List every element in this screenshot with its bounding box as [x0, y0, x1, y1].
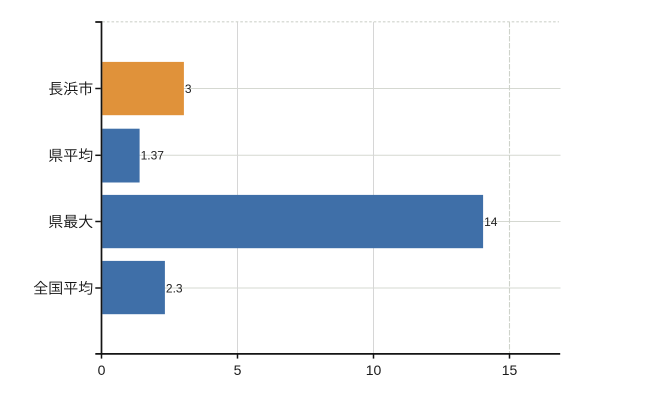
svg-text:1.37: 1.37: [141, 149, 165, 163]
svg-text:5: 5: [234, 362, 242, 378]
svg-text:10: 10: [366, 362, 382, 378]
svg-text:3: 3: [185, 82, 192, 96]
svg-text:0: 0: [98, 362, 106, 378]
svg-text:14: 14: [484, 215, 498, 229]
svg-text:2.3: 2.3: [166, 281, 183, 295]
svg-text:15: 15: [502, 362, 518, 378]
